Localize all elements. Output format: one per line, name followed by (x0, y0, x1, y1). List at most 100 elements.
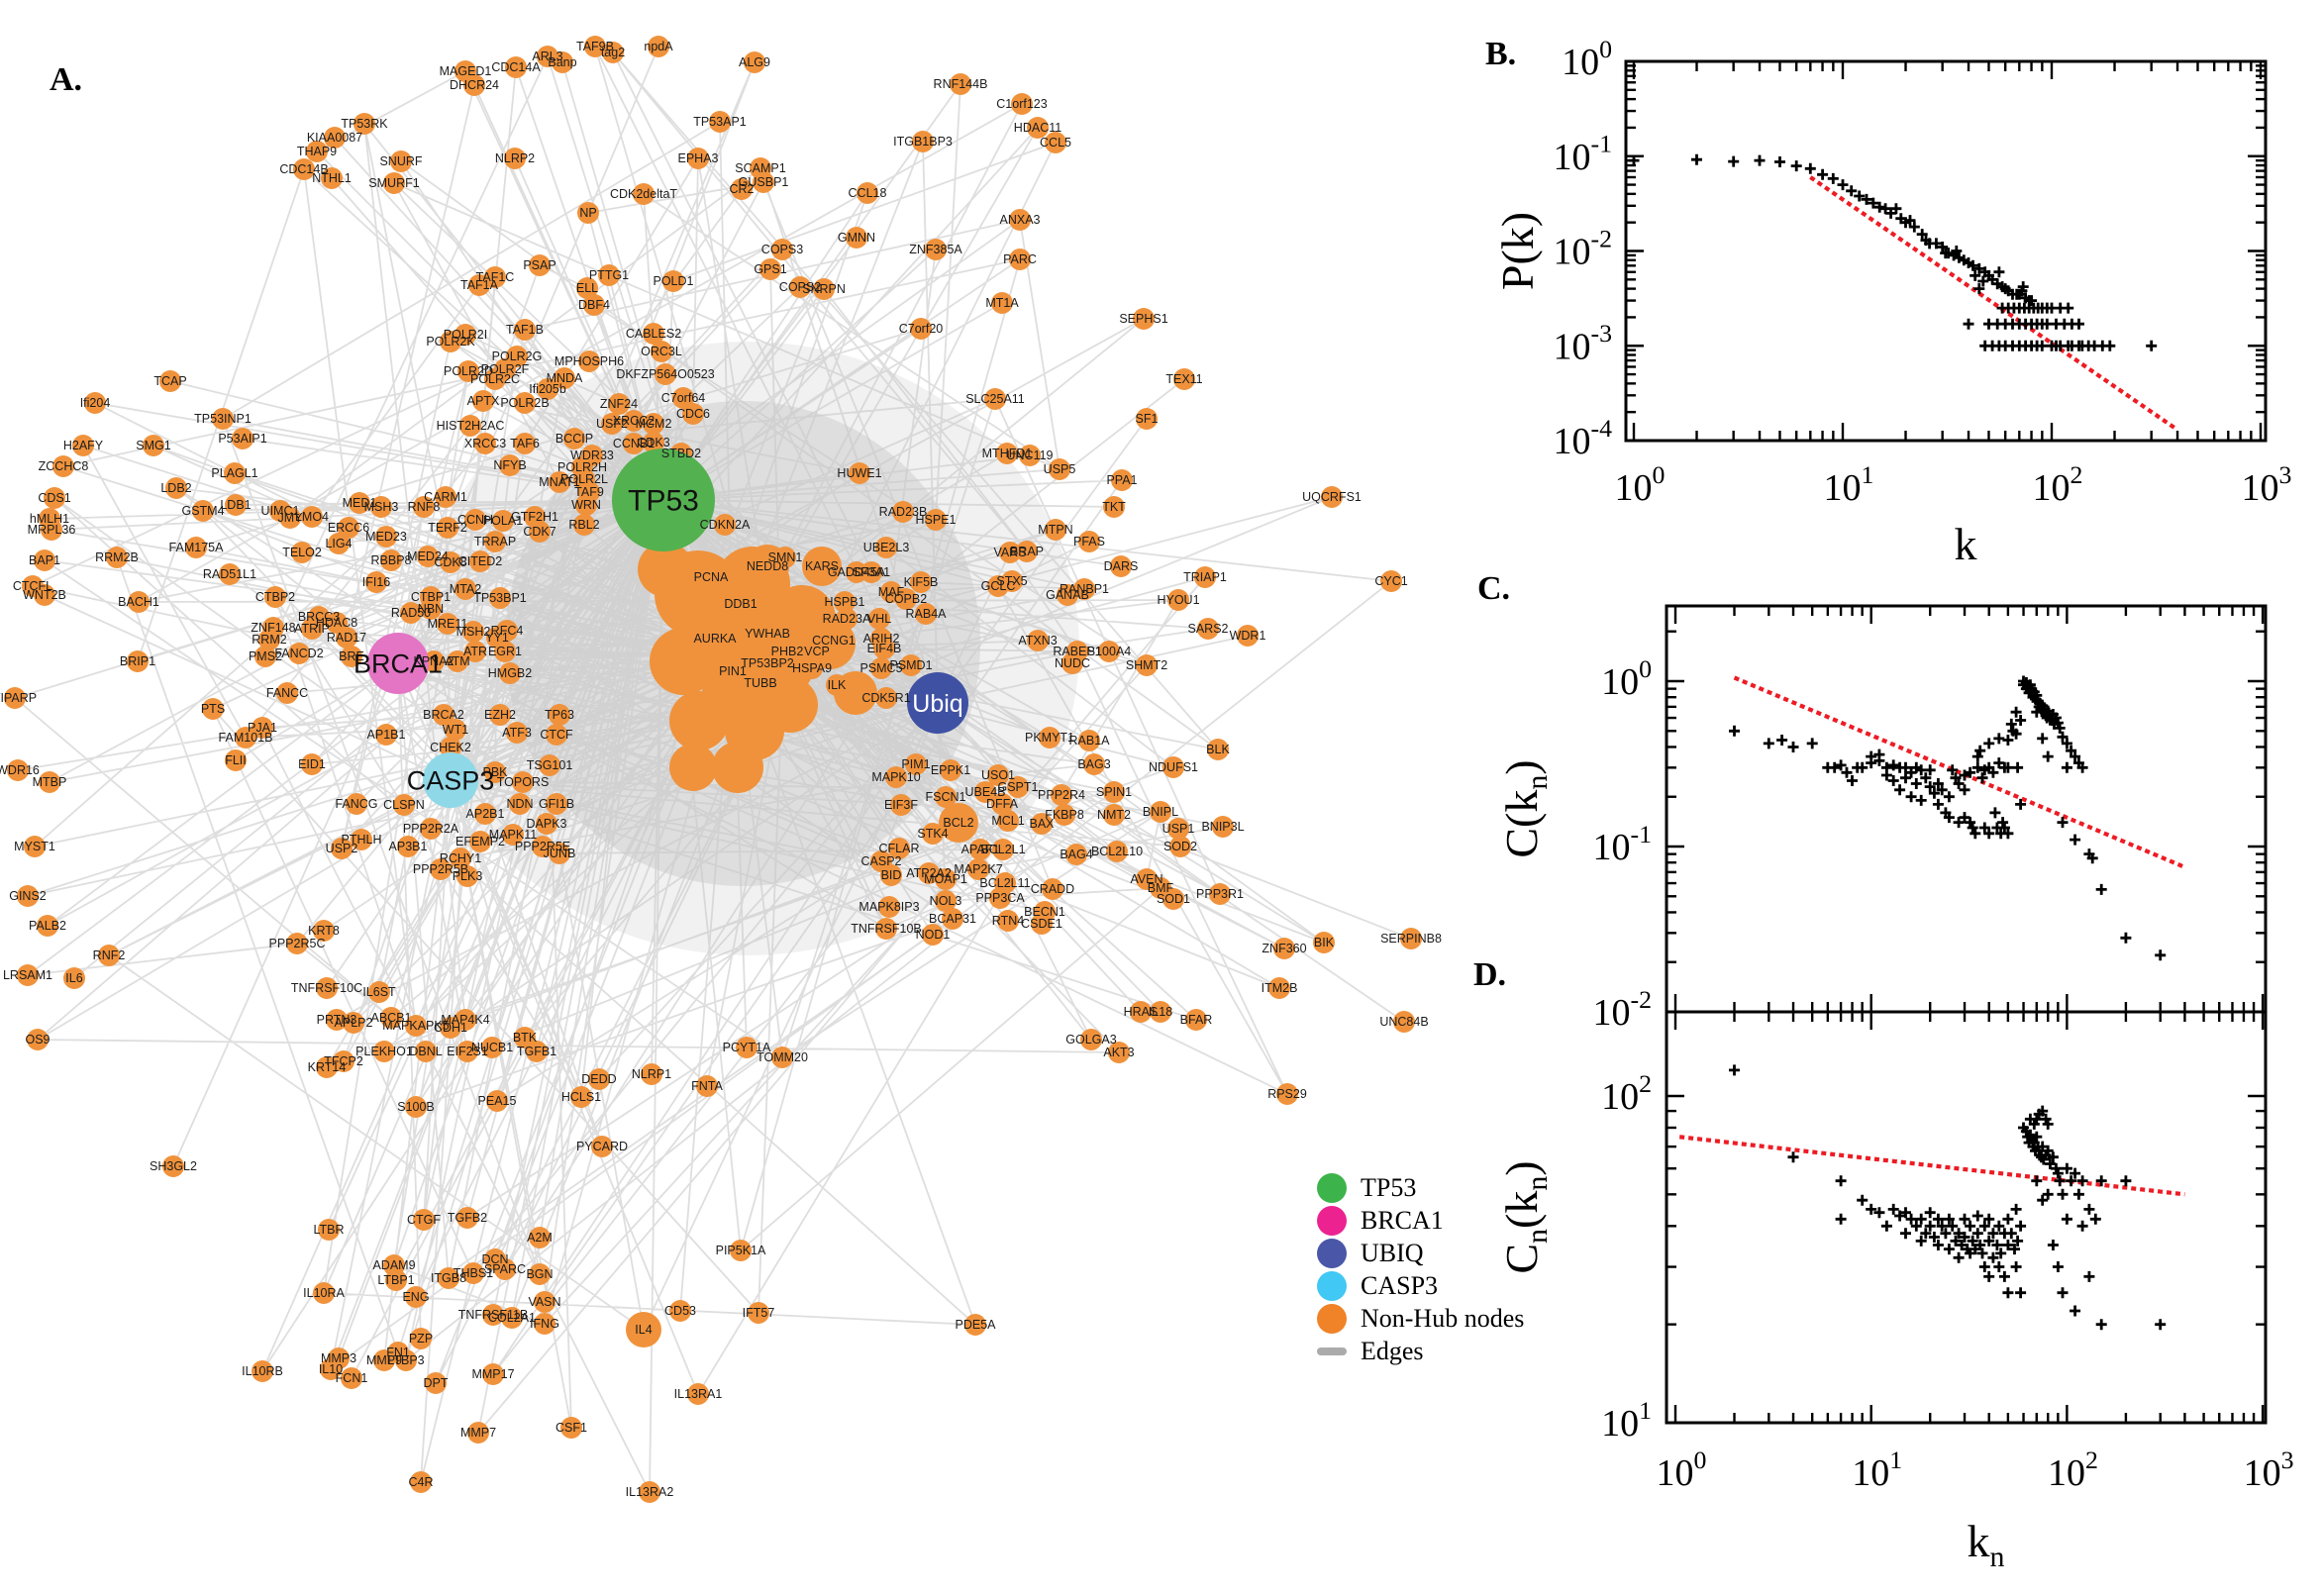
network-node (467, 1422, 489, 1444)
network-node-label: SPIN1 (1096, 785, 1132, 799)
network-node (469, 550, 491, 572)
network-node (279, 507, 301, 529)
network-node (552, 51, 573, 73)
network-node-label: MAGED1 (440, 64, 492, 78)
network-node-label: ZNF24 (600, 397, 638, 411)
network-node-label: MAP2K7 (954, 862, 1002, 876)
network-node (910, 571, 932, 593)
network-node-label: MSH3 (364, 500, 399, 514)
network-node (1011, 93, 1033, 115)
network-node (430, 858, 452, 880)
network-node (440, 331, 461, 352)
network-node (536, 813, 557, 835)
network-node-label: ZNF360 (1262, 942, 1306, 955)
network-node-label: GCLC (981, 579, 1016, 593)
network-node (1167, 818, 1189, 840)
network-node (776, 641, 798, 662)
axis-tick-label: 100 (1562, 35, 1612, 83)
network-node (482, 1304, 504, 1326)
network-node-label: IL18 (1149, 1005, 1172, 1019)
network-node (935, 868, 957, 890)
network-node (1103, 496, 1125, 518)
axis-tick-label: 102 (2033, 460, 2083, 509)
network-node-label: IFI16 (362, 575, 391, 589)
network-node-label: BACH1 (118, 595, 159, 609)
network-node-label: CTBP2 (255, 590, 295, 604)
network-node (385, 1269, 407, 1291)
network-node-label: TP53RK (341, 117, 388, 131)
network-node-label: BCL2L1 (980, 843, 1025, 856)
network-node-label: ANXA3 (1000, 213, 1041, 227)
network-node (354, 113, 375, 135)
network-node (1321, 486, 1343, 508)
network-node (1106, 841, 1128, 862)
network-node (504, 148, 526, 169)
network-node (1007, 776, 1029, 798)
network-node (1313, 932, 1335, 953)
network-node-label: P53AIP1 (218, 432, 266, 446)
network-node-label: RNF8 (408, 500, 441, 514)
network-node-label: PALB2 (29, 919, 66, 933)
panel-c-label: C. (1477, 570, 1511, 607)
network-node (397, 836, 419, 857)
network-node (682, 403, 704, 425)
network-node-label: FAM175A (169, 541, 225, 554)
network-node-label: LTBP3 (387, 1353, 424, 1367)
network-node (17, 964, 39, 986)
network-node (704, 628, 726, 649)
network-node-label: ATM (445, 654, 469, 668)
network-node (301, 753, 323, 775)
network-node-label: MCL1 (991, 814, 1024, 828)
network-node-label: BRCA2 (423, 708, 464, 722)
network-node-label: GFI1B (539, 797, 574, 811)
network-nodes (4, 36, 1422, 1503)
network-node-label: C1orf123 (996, 97, 1047, 111)
network-node (37, 915, 58, 937)
network-node-label: TP53BP2 (741, 656, 794, 670)
network-node-label: GUSBP1 (739, 175, 789, 189)
network-node-label: CDK8 (434, 555, 466, 569)
network-node-label: EID1 (298, 757, 326, 771)
network-node (935, 890, 957, 912)
network-node-label: MTA2 (450, 582, 481, 596)
network-node (802, 547, 842, 586)
network-node (1130, 1001, 1152, 1023)
network-node-label: MPHOSPH6 (555, 354, 624, 368)
network-node-label: CABLES2 (626, 327, 681, 341)
network-node-label: BNIPL (1143, 805, 1178, 819)
network-node-label: BECN1 (1024, 905, 1065, 919)
network-node-label: CHEK2 (430, 741, 471, 754)
network-node (469, 831, 491, 852)
network-node (349, 492, 370, 514)
axis-tick-label: 100 (1615, 460, 1666, 509)
network-node-label: SMG1 (136, 439, 170, 452)
network-node-label: FN1 (386, 1346, 410, 1359)
network-node-label: CARM1 (424, 490, 467, 504)
axis-title: k (1955, 519, 1977, 569)
network-node-label: CDC14B (279, 162, 328, 176)
network-node-label: TUBB (744, 676, 776, 690)
network-node (623, 433, 645, 454)
network-node-label: HSPB1 (825, 595, 865, 609)
network-node-label: TAF9 (574, 485, 604, 499)
network-node (984, 388, 1006, 410)
network-node-label: CDK3 (637, 436, 669, 449)
network-node (1169, 836, 1191, 857)
scatter-points (1628, 153, 2158, 351)
network-node (456, 1041, 478, 1062)
network-node-label: NLRP1 (632, 1067, 671, 1081)
legend-item-casp3: CASP3 (1317, 1269, 1524, 1302)
network-node (34, 549, 55, 571)
network-node (1103, 804, 1125, 826)
network-node-label: TP53INP1 (194, 412, 252, 426)
network-node-label: AURKA (693, 632, 737, 646)
network-node (1393, 1011, 1415, 1033)
network-cluster-node (669, 744, 717, 791)
network-node (560, 1417, 582, 1439)
network-node-label: SF1 (1136, 412, 1159, 426)
network-node (549, 704, 570, 726)
network-node-label: USF2 (596, 417, 628, 431)
network-node (320, 1358, 342, 1380)
network-node (925, 239, 947, 260)
legend-item-label: Edges (1361, 1336, 1424, 1365)
